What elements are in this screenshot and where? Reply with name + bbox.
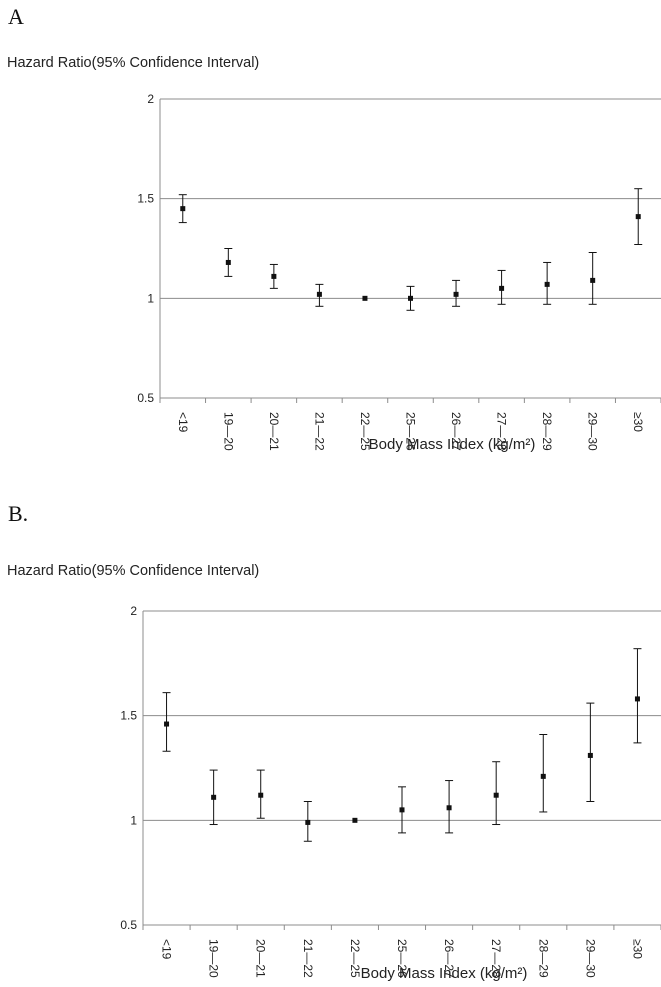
x-tick-label: 20—21 xyxy=(254,939,268,978)
x-tick-label: 28—29 xyxy=(536,939,550,978)
x-tick-label: 22—25 xyxy=(358,412,372,451)
data-point xyxy=(399,807,405,813)
y-tick-label: 2 xyxy=(130,604,137,618)
plot-area-a: 0.5 1 1.5 2 <19 19—20 20—21 21—22 22—25 25—26 26—2… xyxy=(137,92,661,451)
y-tick-label: 1 xyxy=(130,813,137,827)
x-axis-label-b: Body Mass Index (kg/m²) xyxy=(361,965,528,982)
data-point xyxy=(352,817,358,823)
x-axis-label-a: Body Mass Index (kg/m²) xyxy=(369,436,536,453)
data-point xyxy=(453,291,459,297)
x-tick-label: 25—26 xyxy=(404,412,418,451)
data-point xyxy=(271,273,277,279)
y-tick-label: 1.5 xyxy=(137,192,154,206)
x-tick-label: 20—21 xyxy=(267,412,281,451)
data-point xyxy=(544,281,550,287)
data-point xyxy=(258,792,264,798)
x-tick-label: 26—27 xyxy=(442,939,456,978)
x-tick-label: 19—20 xyxy=(207,939,221,978)
x-tick-label: 27—28 xyxy=(489,939,503,978)
panel-letter-a: A xyxy=(8,4,24,29)
panel-letter-b: B. xyxy=(8,501,28,526)
data-point xyxy=(408,295,413,301)
data-point xyxy=(590,277,596,283)
y-axis-label-b: Hazard Ratio(95% Confidence Interval) xyxy=(7,563,259,579)
x-tick-label: 25—26 xyxy=(395,939,409,978)
x-tick-label: 19—20 xyxy=(221,412,235,451)
data-point xyxy=(540,773,546,779)
plot-area-b: 0.5 1 1.5 2 <19 19—20 20—21 21—22 22—25 25—26 26—2… xyxy=(120,604,661,978)
y-tick-label: 0.5 xyxy=(137,391,154,405)
data-point xyxy=(164,721,170,727)
y-tick-label: 1.5 xyxy=(120,709,137,723)
x-tick-label: <19 xyxy=(160,939,174,960)
chart-panel-b: B. Hazard Ratio(95% Confidence Interval)… xyxy=(7,501,661,982)
data-point xyxy=(362,295,368,301)
data-point xyxy=(446,805,452,811)
x-tick-label: 29—30 xyxy=(586,412,600,451)
data-point xyxy=(225,259,231,265)
data-point xyxy=(180,206,186,212)
x-tick-label: 26—27 xyxy=(449,412,463,451)
data-point xyxy=(499,285,505,291)
x-tick-label: 27—28 xyxy=(495,412,509,451)
x-tick-label: 21—22 xyxy=(312,412,326,451)
data-point xyxy=(587,752,593,758)
x-tick-label: ≥30 xyxy=(630,939,644,959)
x-tick-label: ≥30 xyxy=(631,412,645,432)
data-point xyxy=(634,696,640,702)
data-point xyxy=(493,792,499,798)
x-tick-label: 21—22 xyxy=(301,939,315,978)
data-point xyxy=(211,794,217,800)
y-tick-label: 2 xyxy=(147,92,154,106)
y-tick-label: 0.5 xyxy=(120,918,137,932)
y-axis-label-a: Hazard Ratio(95% Confidence Interval) xyxy=(7,55,259,71)
data-point xyxy=(305,819,311,825)
data-point xyxy=(635,214,641,220)
y-tick-label: 1 xyxy=(147,291,154,305)
data-point xyxy=(316,291,322,297)
x-tick-label: 28—29 xyxy=(540,412,554,451)
x-tick-label: 29—30 xyxy=(583,939,597,978)
x-tick-label: <19 xyxy=(176,412,190,433)
chart-panel-a: A Hazard Ratio(95% Confidence Interval) … xyxy=(7,4,661,453)
x-tick-label: 22—25 xyxy=(348,939,362,978)
